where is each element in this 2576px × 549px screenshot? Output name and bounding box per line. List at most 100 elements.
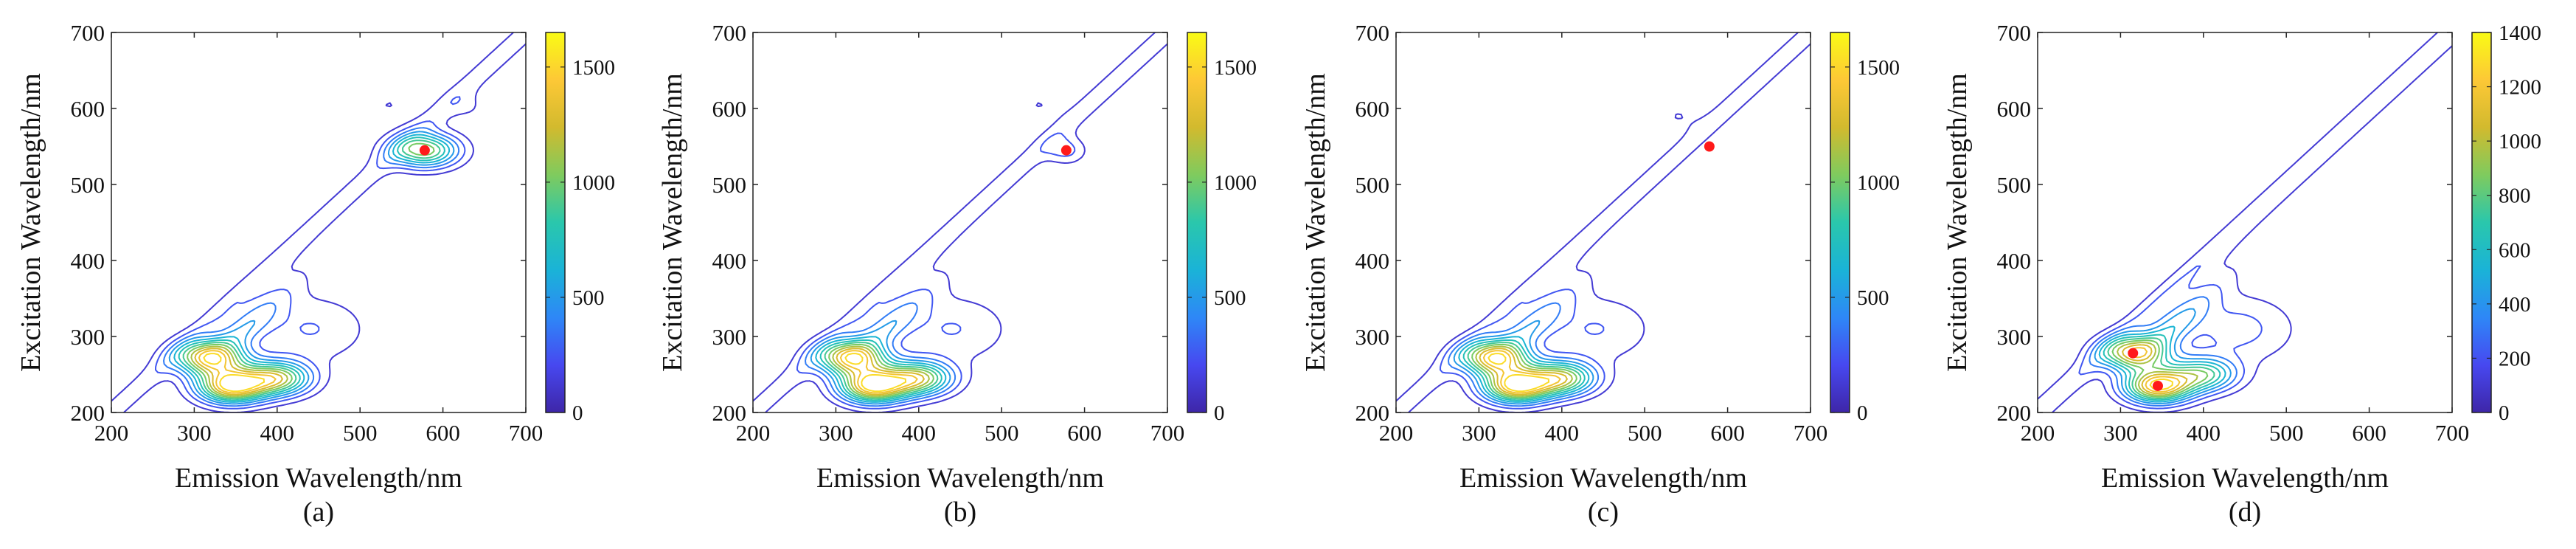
panel-b: 200 300 400 500 600 700 200 300 400 500 600 700 Emis… [657, 20, 1257, 528]
panel-a: 200 300 400 500 600 700 200 300 400 500 600 700 Emis… [15, 20, 615, 528]
y-tick-label: 500 [1355, 172, 1390, 198]
x-tick-label: 500 [2269, 420, 2304, 446]
x-tick-label: 200 [94, 420, 129, 446]
contour-level [810, 320, 951, 405]
colorbar-tick-label: 1000 [2499, 130, 2541, 153]
colorbar-tick-label: 600 [2499, 238, 2531, 262]
colorbar-tick-label: 0 [572, 401, 583, 425]
x-tick-label: 700 [1794, 420, 1828, 446]
x-tick-label: 200 [2021, 420, 2055, 446]
panel-d: 200 300 400 500 600 700 200 300 400 500 600 700 Emis… [1942, 20, 2541, 528]
y-tick-label: 200 [71, 400, 105, 426]
y-tick-label: 300 [1355, 324, 1390, 350]
colorbar-tick-label: 1500 [1857, 56, 1900, 80]
colorbar-tick-label: 0 [2499, 401, 2510, 425]
contour-level [2089, 296, 2237, 407]
x-tick-label: 600 [2352, 420, 2386, 446]
axes-frame [111, 32, 527, 413]
contour-level [1440, 289, 1605, 410]
colorbar-tick-label: 1000 [1857, 171, 1900, 195]
colorbar-tick-label: 0 [1857, 401, 1868, 425]
contour-level [194, 348, 283, 396]
y-tick-label: 400 [712, 248, 747, 274]
peak-marker [1060, 145, 1072, 156]
y-axis-title: Excitation Wavelength/nm [1300, 73, 1331, 372]
y-tick-label: 500 [712, 172, 747, 198]
peak-marker [2152, 380, 2163, 391]
y-tick-label: 200 [1355, 400, 1390, 426]
contour-level [187, 142, 435, 398]
contour-level [753, 32, 1167, 412]
contour-lines [2038, 32, 2452, 412]
y-tick-label: 500 [71, 172, 105, 198]
panel-label: (c) [1588, 497, 1619, 528]
panel-label: (d) [2229, 497, 2261, 528]
y-tick-label: 300 [71, 324, 105, 350]
x-tick-label: 300 [177, 420, 212, 446]
contour-level [182, 139, 441, 400]
contour-level [173, 134, 451, 403]
contour-level [828, 343, 934, 398]
x-axis-title: Emission Wavelength/nm [816, 463, 1104, 494]
contour-lines [111, 32, 526, 412]
y-tick-label: 300 [712, 324, 747, 350]
contour-level [168, 131, 455, 405]
contour-level [155, 96, 466, 410]
contour-level [111, 32, 526, 412]
y-axis-title: Excitation Wavelength/nm [1942, 73, 1973, 372]
y-tick-label: 300 [1997, 324, 2032, 350]
contour-lines [753, 32, 1167, 412]
x-tick-label: 500 [343, 420, 378, 446]
contour-level [1467, 342, 1582, 400]
colorbar [2471, 32, 2492, 413]
x-axis-title: Emission Wavelength/nm [1459, 463, 1747, 494]
y-axis-title: Excitation Wavelength/nm [15, 73, 46, 372]
contour-level [836, 348, 925, 396]
peak-marker [419, 145, 430, 156]
x-tick-label: 700 [509, 420, 544, 446]
contour-lines [1396, 32, 1811, 412]
contour-level [2107, 337, 2215, 399]
contour-level [1482, 350, 1561, 394]
contour-level [844, 353, 907, 393]
x-tick-label: 200 [1379, 420, 1414, 446]
colorbar [1830, 32, 1850, 413]
contour-level [1487, 353, 1550, 393]
contour-level [1458, 336, 1590, 403]
y-tick-label: 200 [1997, 400, 2032, 426]
colorbar-tick-label: 1000 [572, 171, 615, 195]
contour-level [178, 137, 445, 401]
contour-level [1479, 348, 1568, 396]
contour-level [1462, 339, 1586, 401]
x-axis-title: Emission Wavelength/nm [175, 463, 462, 494]
colorbar-tick-label: 1400 [2499, 21, 2541, 45]
axes-frame [1395, 32, 1811, 413]
y-tick-label: 700 [1355, 20, 1390, 46]
y-tick-label: 600 [1355, 96, 1390, 122]
x-tick-label: 700 [2435, 420, 2470, 446]
x-axis-title: Emission Wavelength/nm [2101, 463, 2389, 494]
x-tick-label: 300 [2103, 420, 2138, 446]
panel-label: (a) [303, 497, 334, 528]
contour-level [819, 339, 942, 401]
colorbar-tick-label: 1500 [572, 56, 615, 80]
colorbar-tick-label: 200 [2499, 347, 2531, 370]
colorbar-tick-label: 500 [1214, 286, 1246, 310]
contour-level [839, 350, 918, 394]
colorbar-tick-label: 1500 [1214, 56, 1257, 80]
contour-level [2038, 32, 2452, 412]
y-tick-label: 400 [1355, 248, 1390, 274]
colorbar-tick-label: 400 [2499, 293, 2531, 317]
contour-level [2098, 325, 2226, 403]
contour-level [190, 345, 288, 397]
contour-level [2111, 339, 2209, 398]
y-tick-label: 600 [71, 96, 105, 122]
x-tick-label: 600 [426, 420, 460, 446]
colorbar-tick-label: 1200 [2499, 76, 2541, 100]
y-tick-label: 600 [1997, 96, 2032, 122]
y-tick-label: 700 [712, 20, 747, 46]
contour-level [796, 132, 1076, 410]
x-tick-label: 300 [1462, 420, 1496, 446]
colorbar-tick-label: 500 [1857, 286, 1889, 310]
